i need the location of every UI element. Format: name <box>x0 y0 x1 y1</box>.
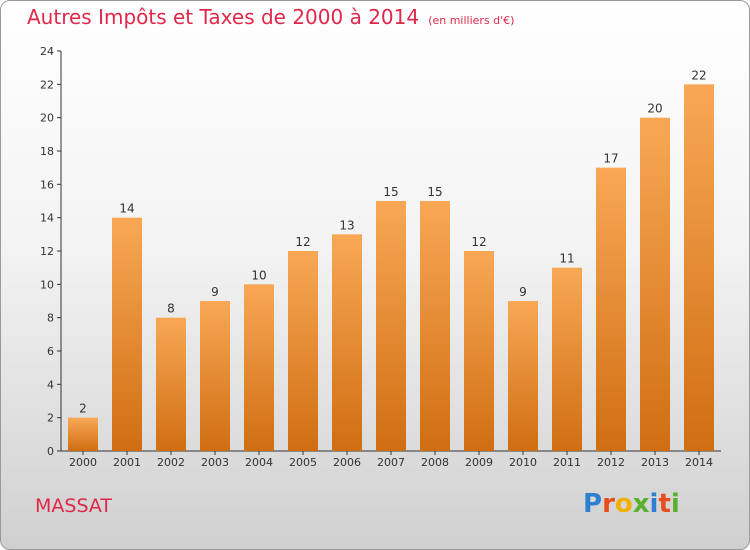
bar-value-label: 2 <box>79 402 87 416</box>
bar-value-label: 9 <box>519 285 527 299</box>
bar <box>552 267 582 451</box>
bar <box>596 167 626 451</box>
y-tick-label: 22 <box>40 78 54 91</box>
x-tick-label: 2002 <box>157 456 185 469</box>
bar <box>112 217 142 451</box>
y-tick-label: 12 <box>40 245 54 258</box>
bar-value-label: 17 <box>603 152 618 166</box>
bar <box>508 301 538 451</box>
x-tick-label: 2006 <box>333 456 361 469</box>
bar <box>464 251 494 451</box>
chart-title-unit: (en milliers d'€) <box>428 14 515 27</box>
logo-letter: o <box>614 489 633 519</box>
x-tick-label: 2012 <box>597 456 625 469</box>
y-tick-label: 0 <box>47 445 54 458</box>
x-tick-label: 2014 <box>685 456 713 469</box>
logo-letter: i <box>649 489 659 519</box>
bar-value-label: 22 <box>691 68 706 82</box>
logo-letter: x <box>632 489 650 519</box>
bar <box>420 201 450 451</box>
y-tick-label: 14 <box>40 212 54 225</box>
logo-letter: i <box>670 489 680 519</box>
bar-value-label: 8 <box>167 302 175 316</box>
bar <box>288 251 318 451</box>
bar-value-label: 15 <box>383 185 398 199</box>
y-tick-label: 18 <box>40 145 54 158</box>
x-tick-label: 2000 <box>69 456 97 469</box>
bar-value-label: 13 <box>339 218 354 232</box>
x-tick-label: 2003 <box>201 456 229 469</box>
chart-title-main: Autres Impôts et Taxes de 2000 à 2014 <box>27 5 420 29</box>
chart-title: Autres Impôts et Taxes de 2000 à 2014 (e… <box>27 5 514 29</box>
x-tick-label: 2013 <box>641 456 669 469</box>
commune-name: MASSAT <box>35 495 112 517</box>
y-tick-label: 8 <box>47 312 54 325</box>
y-tick-label: 4 <box>47 378 54 391</box>
x-tick-label: 2004 <box>245 456 273 469</box>
x-tick-label: 2001 <box>113 456 141 469</box>
x-tick-label: 2008 <box>421 456 449 469</box>
y-tick-label: 16 <box>40 178 54 191</box>
logo-letter: r <box>602 489 615 519</box>
x-tick-label: 2010 <box>509 456 537 469</box>
bar <box>684 84 714 451</box>
x-tick-label: 2005 <box>289 456 317 469</box>
logo-letter: t <box>658 489 671 519</box>
bar <box>332 234 362 451</box>
bar-value-label: 20 <box>647 102 662 116</box>
proxiti-logo[interactable]: Proxiti <box>583 489 680 519</box>
x-tick-label: 2009 <box>465 456 493 469</box>
bar-value-label: 14 <box>119 202 134 216</box>
bar-value-label: 15 <box>427 185 442 199</box>
bar-value-label: 12 <box>295 235 310 249</box>
bar <box>156 317 186 451</box>
x-tick-label: 2007 <box>377 456 405 469</box>
y-tick-label: 2 <box>47 412 54 425</box>
bar <box>244 284 274 451</box>
x-tick-label: 2011 <box>553 456 581 469</box>
bar <box>376 201 406 451</box>
logo-letter: P <box>583 489 603 519</box>
bar-value-label: 11 <box>559 252 574 266</box>
bar-value-label: 12 <box>471 235 486 249</box>
y-tick-label: 20 <box>40 112 54 125</box>
y-tick-label: 6 <box>47 345 54 358</box>
y-tick-label: 10 <box>40 278 54 291</box>
bar <box>200 301 230 451</box>
bar <box>640 117 670 452</box>
bar-value-label: 10 <box>251 268 266 282</box>
y-tick-label: 24 <box>40 45 54 58</box>
bar-value-label: 9 <box>211 285 219 299</box>
bar <box>68 417 98 451</box>
